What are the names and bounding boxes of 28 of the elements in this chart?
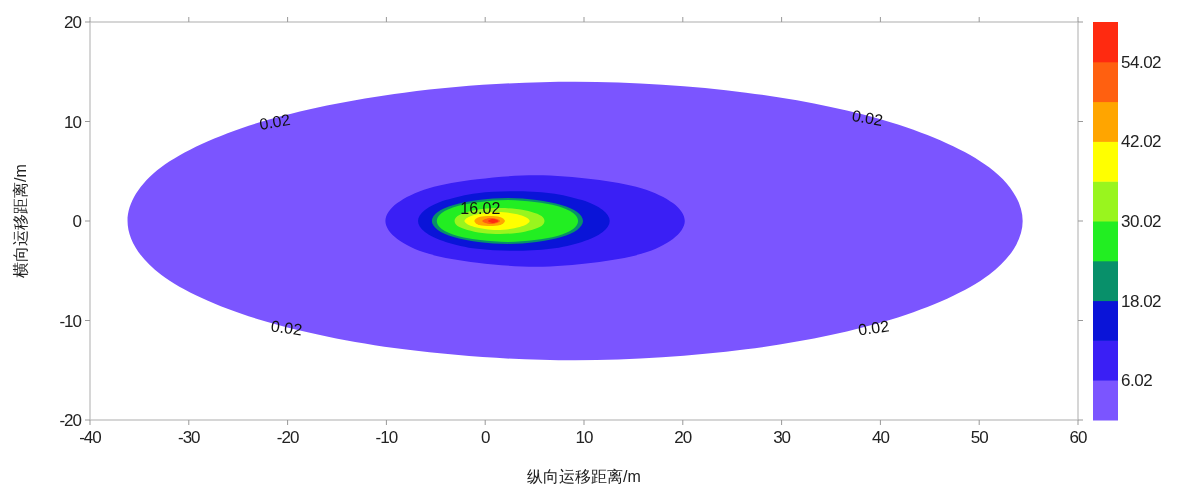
- y-tick-label: -10: [59, 311, 82, 331]
- color-bar-label: 18.02: [1121, 291, 1162, 311]
- color-bar-label: 6.02: [1121, 371, 1153, 391]
- x-axis-title: 纵向运移距离/m: [527, 468, 641, 485]
- x-tick-label: -20: [276, 428, 299, 447]
- x-tick-label: 30: [773, 428, 791, 447]
- y-tick-label: 10: [64, 112, 82, 132]
- annotation: 16.02: [460, 200, 501, 218]
- x-tick-label: 60: [1069, 428, 1087, 447]
- y-tick-label: -20: [59, 411, 82, 430]
- color-bar-label: 30.02: [1121, 212, 1162, 231]
- color-bar-label: 42.02: [1121, 132, 1162, 152]
- annotation: 0.02: [258, 110, 292, 134]
- y-tick-label: 0: [72, 212, 82, 231]
- x-tick-label: 0: [480, 428, 490, 447]
- x-tick-label: 50: [970, 428, 989, 447]
- annotation: 0.02: [269, 317, 304, 339]
- x-tick-label: 40: [871, 428, 890, 447]
- x-tick-label: -10: [375, 428, 398, 447]
- annotation: 0.02: [850, 106, 885, 130]
- x-tick-label: 10: [575, 428, 593, 447]
- y-axis-title: 横向运移距离/m: [12, 164, 29, 278]
- x-tick-label: 20: [674, 428, 692, 447]
- x-tick-label: -30: [178, 428, 201, 447]
- x-tick-label: -40: [79, 428, 102, 447]
- y-tick-label: 20: [64, 13, 82, 32]
- color-bar-label: 54.02: [1121, 52, 1162, 72]
- annotation: 0.02: [856, 317, 891, 339]
